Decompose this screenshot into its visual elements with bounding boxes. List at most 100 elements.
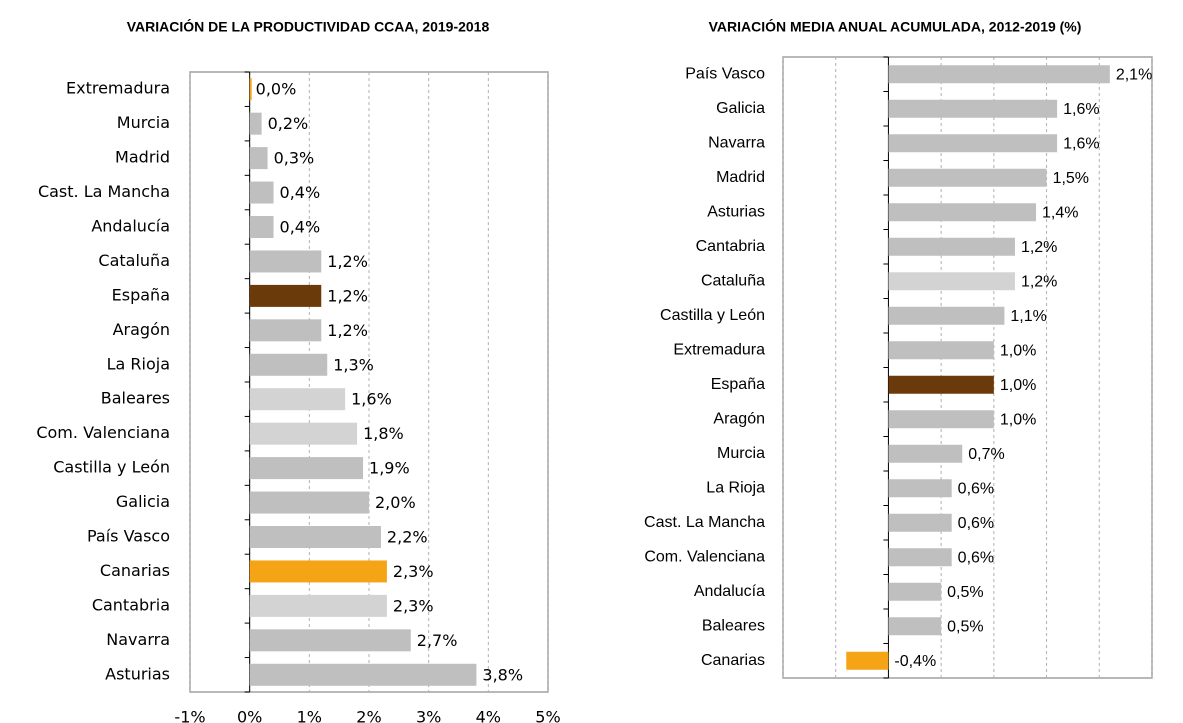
y-tick-label: Com. Valenciana — [36, 423, 170, 442]
bar — [888, 203, 1037, 222]
y-tick-label: Cantabria — [696, 238, 765, 255]
y-tick-label: La Rioja — [107, 354, 170, 373]
bar — [888, 513, 952, 532]
y-tick-label: Galicia — [716, 100, 765, 117]
y-tick-label: Cantabria — [92, 595, 170, 614]
y-tick-label: Cataluña — [701, 272, 765, 289]
y-tick-label: Galicia — [116, 492, 170, 511]
y-tick-label: Navarra — [708, 134, 765, 151]
bar — [846, 651, 889, 670]
bar — [888, 237, 1015, 256]
bar — [888, 375, 994, 394]
value-label: 1,4% — [1042, 204, 1078, 221]
y-tick-label: Asturias — [707, 203, 765, 220]
bar — [249, 78, 252, 101]
chart-title: VARIACIÓN MEDIA ANUAL ACUMULADA, 2012-20… — [709, 18, 1082, 35]
y-tick-label: Cast. La Mancha — [644, 514, 765, 531]
bar — [249, 526, 381, 548]
bar — [249, 284, 322, 307]
x-tick-label: 3% — [416, 708, 441, 723]
y-tick-label: Cast. La Mancha — [38, 182, 170, 201]
y-tick-label: La Rioja — [706, 479, 765, 496]
y-tick-label: Baleares — [101, 389, 170, 408]
bar — [249, 388, 346, 411]
y-tick-label: Aragón — [713, 410, 765, 427]
bar — [249, 112, 262, 135]
value-label: 1,8% — [363, 424, 404, 443]
value-label: 1,2% — [327, 321, 368, 340]
y-tick-label: Canarias — [701, 652, 765, 669]
bar — [249, 147, 268, 170]
value-label: 0,3% — [274, 149, 315, 168]
bar — [249, 457, 364, 480]
value-label: 0,6% — [958, 549, 994, 566]
value-label: 1,2% — [1021, 273, 1057, 290]
bar — [888, 617, 942, 636]
bar — [249, 560, 387, 583]
bar — [888, 272, 1015, 291]
bar — [249, 181, 274, 204]
value-label: 2,1% — [1116, 66, 1152, 83]
bar — [249, 629, 411, 652]
bar — [249, 491, 369, 514]
value-label: 1,6% — [1063, 135, 1099, 152]
value-label: 2,0% — [375, 493, 416, 512]
value-label: 0,7% — [968, 446, 1004, 463]
value-label: 0,5% — [947, 584, 983, 601]
value-label: 1,0% — [1000, 377, 1036, 394]
chart-title: VARIACIÓN DE LA PRODUCTIVIDAD CCAA, 2019… — [127, 18, 490, 35]
value-label: 1,2% — [1021, 239, 1057, 256]
plot-area — [782, 56, 1153, 679]
x-tick-label: 4% — [476, 708, 501, 723]
y-tick-label: País Vasco — [685, 65, 765, 82]
y-tick-label: Castilla y León — [53, 458, 170, 477]
value-label: 1,0% — [1000, 411, 1036, 428]
bar — [249, 216, 274, 238]
value-label: 1,3% — [333, 355, 374, 374]
x-tick-label: -1% — [174, 708, 205, 723]
y-tick-label: España — [112, 285, 170, 304]
y-tick-label: Extremadura — [673, 341, 765, 358]
y-tick-label: Murcia — [717, 445, 765, 462]
y-tick-label: País Vasco — [87, 527, 170, 546]
y-tick-label: Andalucía — [91, 217, 170, 236]
y-tick-label: Madrid — [115, 148, 170, 167]
y-tick-label: Aragón — [113, 320, 170, 339]
value-label: 3,8% — [482, 665, 523, 684]
value-label: 1,6% — [1063, 101, 1099, 118]
y-tick-label: Canarias — [100, 561, 170, 580]
y-tick-label: Cataluña — [98, 251, 170, 270]
x-tick-label: 0% — [237, 708, 262, 723]
y-tick-label: Asturias — [105, 664, 170, 683]
y-tick-label: Com. Valenciana — [644, 548, 765, 565]
value-label: -0,4% — [894, 653, 936, 670]
bar — [249, 250, 322, 273]
bar — [888, 168, 1047, 187]
y-tick-label: Andalucía — [694, 583, 765, 600]
bar — [249, 319, 322, 342]
y-tick-label: España — [711, 376, 765, 393]
value-label: 1,9% — [369, 459, 410, 478]
value-label: 2,3% — [393, 596, 434, 615]
bar — [888, 548, 952, 567]
bar — [888, 134, 1058, 153]
value-label: 2,2% — [387, 528, 428, 547]
bar — [249, 663, 477, 686]
y-tick-label: Murcia — [117, 113, 170, 132]
bar — [888, 65, 1110, 84]
bar — [249, 353, 328, 376]
value-label: 1,6% — [351, 390, 392, 409]
value-label: 1,2% — [327, 252, 368, 271]
y-tick-label: Castilla y León — [660, 307, 765, 324]
value-label: 0,6% — [958, 515, 994, 532]
value-label: 0,0% — [256, 80, 297, 99]
value-label: 0,5% — [947, 618, 983, 635]
x-tick-label: 2% — [356, 708, 381, 723]
value-label: 2,3% — [393, 562, 434, 581]
bar — [888, 410, 994, 429]
x-tick-label: 1% — [297, 708, 322, 723]
value-label: 2,7% — [417, 631, 458, 650]
bar — [888, 306, 1005, 325]
y-tick-label: Navarra — [106, 630, 170, 649]
